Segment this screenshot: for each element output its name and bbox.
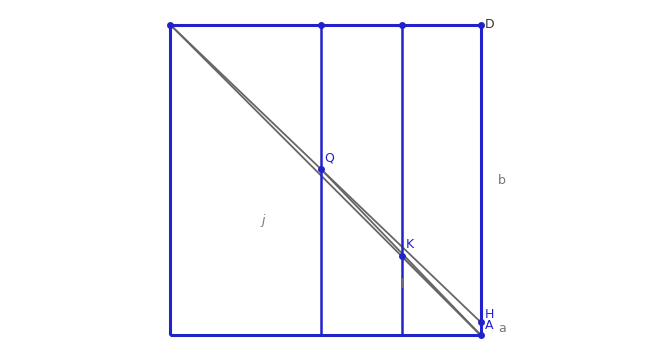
Text: K: K <box>406 238 413 251</box>
Text: Q: Q <box>325 151 335 165</box>
Text: b: b <box>498 174 506 186</box>
Text: A: A <box>484 319 493 332</box>
Text: j: j <box>262 214 265 227</box>
Text: a: a <box>498 322 506 335</box>
Text: l: l <box>401 278 404 291</box>
Text: D: D <box>484 18 494 31</box>
Text: H: H <box>484 308 494 321</box>
